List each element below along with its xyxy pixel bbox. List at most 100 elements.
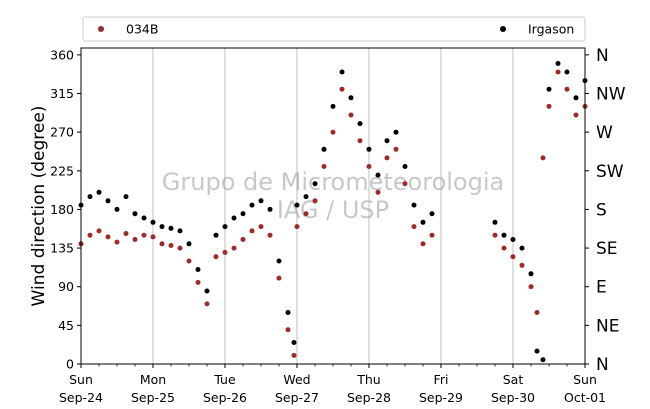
point-irgason — [96, 189, 102, 195]
point-irgason — [393, 129, 399, 135]
point-034b — [540, 155, 546, 161]
point-irgason — [420, 219, 426, 225]
y-tick-label: 360 — [50, 47, 74, 62]
legend-label-irgason: Irgason — [528, 22, 574, 37]
point-034b — [420, 241, 426, 247]
point-034b — [222, 249, 228, 255]
point-034b — [534, 310, 540, 315]
point-034b — [177, 245, 183, 251]
point-irgason — [105, 198, 111, 204]
point-irgason — [528, 271, 534, 277]
point-034b — [339, 86, 345, 92]
point-irgason — [339, 69, 345, 75]
point-034b — [321, 164, 327, 169]
point-034b — [285, 327, 291, 333]
point-034b — [519, 262, 525, 268]
y-axis-label: Wind direction (degree) — [29, 106, 49, 307]
point-034b — [510, 254, 516, 260]
point-034b — [114, 239, 120, 245]
watermark-line-2: IAG / USP — [277, 196, 389, 224]
point-irgason — [348, 95, 354, 101]
y-tick-label: 135 — [50, 241, 74, 256]
point-irgason — [213, 232, 219, 238]
point-irgason — [312, 181, 318, 187]
point-irgason — [546, 86, 552, 92]
point-034b — [231, 245, 237, 251]
point-irgason — [519, 245, 525, 251]
point-irgason — [150, 219, 156, 225]
x-tick-label-day: Tue — [213, 372, 236, 387]
point-034b — [573, 112, 579, 118]
series-034b — [78, 69, 588, 358]
point-irgason — [276, 258, 282, 264]
point-irgason — [303, 194, 309, 200]
watermark-line-1: Grupo de Micrometeorologia — [162, 168, 504, 196]
point-034b — [249, 228, 255, 234]
point-034b — [402, 181, 408, 187]
point-irgason — [510, 237, 516, 242]
x-tick-label-date: Sep-29 — [419, 390, 463, 405]
x-tick-label-date: Sep-26 — [203, 390, 247, 405]
point-034b — [411, 224, 417, 230]
point-034b — [330, 129, 336, 135]
legend-marker-irgason — [500, 26, 506, 32]
right-direction-label: SW — [596, 162, 624, 182]
x-tick-label-day: Fri — [434, 372, 449, 387]
point-irgason — [555, 61, 561, 66]
right-direction-label: SE — [596, 239, 618, 259]
point-irgason — [231, 215, 237, 221]
right-direction-label: N — [596, 355, 609, 375]
legend-label-034b: 034B — [126, 22, 158, 37]
point-034b — [195, 279, 201, 285]
point-irgason — [540, 357, 546, 363]
right-direction-label: N — [596, 46, 609, 66]
point-irgason — [291, 340, 297, 345]
point-irgason — [357, 121, 363, 127]
legend-marker-034b — [98, 26, 104, 32]
x-tick-label-date: Oct-01 — [564, 390, 606, 405]
point-034b — [546, 103, 552, 109]
legend: 034B Irgason — [82, 16, 586, 42]
series-irgason — [78, 61, 588, 363]
y-tick-label: 90 — [58, 279, 74, 294]
point-irgason — [114, 206, 120, 212]
point-034b — [528, 284, 534, 290]
point-irgason — [411, 202, 417, 208]
point-034b — [312, 198, 318, 204]
point-irgason — [429, 211, 435, 217]
point-034b — [294, 224, 300, 230]
point-irgason — [222, 224, 228, 230]
point-034b — [267, 232, 273, 238]
left-y-axis: 0 45 90 135 180 225 270 315 360 — [50, 47, 81, 372]
x-tick-label-day: Sun — [69, 372, 93, 387]
y-tick-label: 180 — [50, 202, 74, 217]
point-irgason — [177, 228, 183, 234]
point-irgason — [375, 172, 381, 178]
point-034b — [87, 232, 93, 238]
x-tick-label-date: Sep-30 — [491, 390, 535, 405]
point-034b — [429, 232, 435, 238]
point-irgason — [258, 198, 264, 204]
point-irgason — [141, 215, 147, 221]
right-direction-label: NW — [596, 85, 626, 105]
point-034b — [141, 232, 147, 238]
point-034b — [291, 352, 297, 358]
point-irgason — [534, 348, 540, 354]
point-irgason — [123, 194, 129, 200]
point-irgason — [267, 206, 273, 212]
point-irgason — [366, 146, 372, 152]
right-direction-label: S — [596, 200, 607, 220]
point-034b — [375, 189, 381, 195]
right-direction-label: NE — [596, 316, 619, 336]
point-irgason — [294, 202, 300, 208]
point-irgason — [240, 211, 246, 217]
point-034b — [492, 232, 498, 238]
point-irgason — [402, 164, 408, 169]
point-034b — [150, 234, 156, 240]
point-034b — [105, 234, 111, 240]
point-034b — [276, 275, 282, 281]
x-tick-label-day: Thu — [356, 372, 380, 387]
watermark: Grupo de Micrometeorologia IAG / USP — [162, 168, 504, 224]
point-irgason — [195, 267, 201, 272]
point-irgason — [159, 224, 165, 230]
